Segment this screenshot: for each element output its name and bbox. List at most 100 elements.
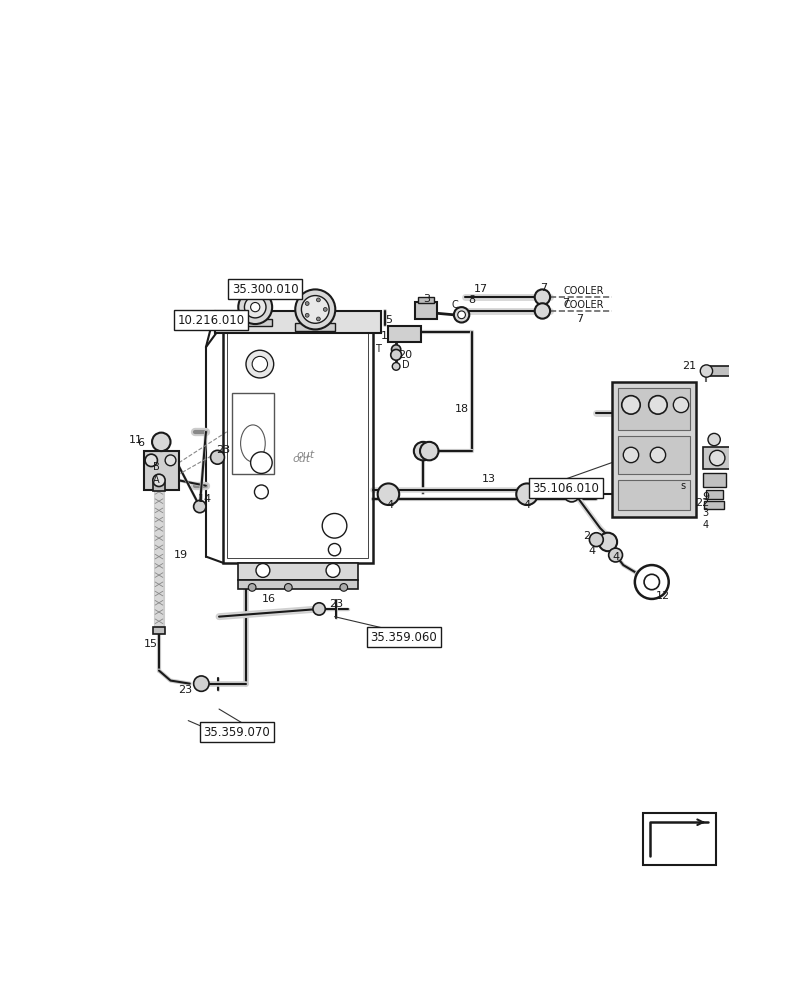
Text: 4: 4: [702, 520, 708, 530]
Bar: [232, 393, 274, 474]
Text: 4: 4: [386, 500, 393, 510]
Circle shape: [699, 365, 712, 377]
Bar: [617, 436, 689, 474]
Bar: [703, 501, 723, 509]
Circle shape: [414, 442, 431, 460]
Bar: [642, 813, 714, 865]
Bar: [227, 329, 368, 558]
Circle shape: [709, 450, 724, 466]
Bar: [295, 323, 335, 331]
Text: COOLER: COOLER: [563, 300, 603, 310]
Text: 16: 16: [262, 594, 276, 604]
Text: 17: 17: [473, 284, 487, 294]
Text: 1: 1: [380, 331, 388, 341]
Circle shape: [305, 313, 309, 317]
Bar: [415, 302, 436, 319]
Circle shape: [453, 307, 469, 323]
Text: 2: 2: [583, 531, 590, 541]
Text: 10: 10: [534, 492, 547, 502]
Circle shape: [419, 442, 438, 460]
Text: 35.106.010: 35.106.010: [531, 482, 599, 495]
Circle shape: [316, 298, 320, 302]
Text: 21: 21: [680, 361, 695, 371]
Text: 4: 4: [611, 552, 618, 562]
Text: 11: 11: [129, 435, 143, 445]
Bar: [705, 490, 722, 499]
Text: 9: 9: [702, 492, 708, 502]
Text: 35.300.010: 35.300.010: [232, 283, 298, 296]
Bar: [238, 580, 357, 589]
Circle shape: [305, 302, 309, 305]
Text: out: out: [296, 450, 315, 460]
Text: 10.216.010: 10.216.010: [178, 314, 245, 327]
Circle shape: [244, 296, 266, 318]
Text: 7: 7: [561, 298, 569, 308]
Circle shape: [648, 396, 667, 414]
Bar: [617, 388, 689, 430]
Circle shape: [210, 450, 224, 464]
Circle shape: [152, 474, 165, 487]
Text: 15: 15: [144, 639, 158, 649]
Text: A: A: [152, 475, 159, 485]
Text: 7: 7: [575, 314, 582, 324]
Text: 6: 6: [137, 438, 144, 448]
Bar: [152, 483, 165, 491]
Circle shape: [251, 452, 272, 473]
Circle shape: [152, 433, 170, 451]
Circle shape: [326, 564, 340, 577]
Circle shape: [377, 483, 399, 505]
Circle shape: [295, 289, 335, 329]
Circle shape: [634, 565, 668, 599]
Circle shape: [643, 574, 659, 590]
Bar: [706, 366, 740, 376]
Circle shape: [254, 485, 268, 499]
Text: 4: 4: [588, 546, 595, 556]
Text: B: B: [152, 462, 159, 472]
Text: 14: 14: [198, 494, 212, 504]
Circle shape: [621, 396, 639, 414]
Text: 23: 23: [206, 723, 221, 733]
Circle shape: [284, 584, 292, 591]
Circle shape: [650, 447, 665, 463]
Bar: [611, 382, 696, 517]
Circle shape: [564, 482, 579, 497]
Circle shape: [340, 584, 347, 591]
Bar: [702, 473, 725, 487]
Text: 18: 18: [454, 404, 468, 414]
Bar: [238, 319, 272, 326]
Circle shape: [193, 500, 206, 513]
Text: 23: 23: [328, 599, 343, 609]
Circle shape: [301, 296, 328, 323]
Bar: [388, 326, 420, 342]
Circle shape: [672, 397, 688, 413]
Circle shape: [322, 513, 346, 538]
Circle shape: [534, 289, 550, 305]
Circle shape: [246, 350, 273, 378]
Circle shape: [255, 564, 269, 577]
Circle shape: [623, 447, 638, 463]
Text: 8: 8: [467, 295, 474, 305]
Bar: [238, 563, 357, 580]
Circle shape: [323, 307, 327, 311]
Text: 22: 22: [694, 498, 709, 508]
Circle shape: [516, 483, 537, 505]
Text: 20: 20: [398, 350, 412, 360]
Text: 5: 5: [384, 315, 392, 325]
Circle shape: [534, 303, 550, 319]
Text: 3: 3: [702, 508, 708, 518]
Circle shape: [598, 533, 616, 551]
Bar: [418, 297, 433, 303]
Bar: [144, 451, 178, 490]
Circle shape: [312, 603, 325, 615]
Circle shape: [251, 302, 260, 312]
Circle shape: [238, 290, 272, 324]
Text: 7: 7: [540, 283, 547, 293]
Circle shape: [316, 317, 320, 321]
Text: 13: 13: [481, 474, 495, 484]
Bar: [617, 480, 689, 510]
Circle shape: [145, 454, 157, 466]
Circle shape: [390, 349, 401, 360]
Text: 23: 23: [178, 685, 192, 695]
Circle shape: [707, 433, 719, 446]
Text: 35.359.060: 35.359.060: [370, 631, 436, 644]
